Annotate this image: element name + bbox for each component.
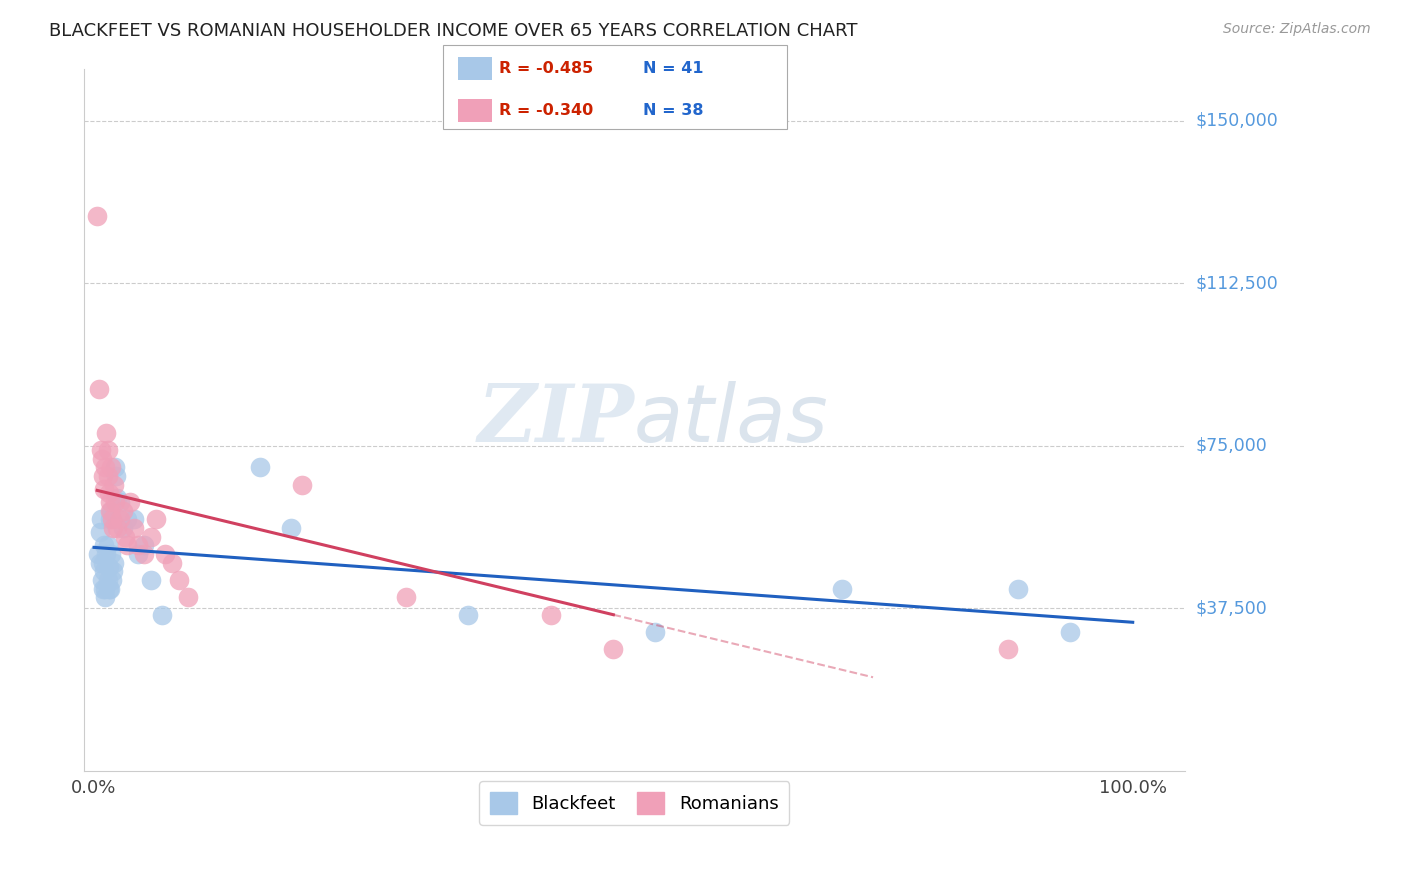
Point bbox=[104, 495, 127, 509]
Point bbox=[101, 564, 124, 578]
Point bbox=[100, 547, 122, 561]
Point bbox=[457, 607, 479, 622]
Point bbox=[97, 582, 120, 596]
Point bbox=[122, 521, 145, 535]
Point bbox=[91, 451, 114, 466]
Point bbox=[112, 521, 135, 535]
Point bbox=[117, 512, 139, 526]
Point bbox=[98, 495, 121, 509]
Point bbox=[87, 547, 110, 561]
Point bbox=[160, 556, 183, 570]
Point bbox=[89, 525, 111, 540]
Point bbox=[127, 538, 149, 552]
Point bbox=[249, 460, 271, 475]
Text: ZIP: ZIP bbox=[477, 381, 634, 458]
Point bbox=[89, 382, 111, 396]
Point bbox=[280, 521, 302, 535]
Point bbox=[96, 425, 118, 440]
Point bbox=[644, 625, 666, 640]
Point bbox=[105, 521, 128, 535]
Point bbox=[100, 512, 122, 526]
Text: atlas: atlas bbox=[634, 381, 830, 458]
Point bbox=[831, 582, 853, 596]
Point bbox=[167, 573, 190, 587]
Text: $37,500: $37,500 bbox=[1195, 599, 1268, 617]
Point bbox=[132, 547, 155, 561]
Point bbox=[90, 442, 112, 457]
Point bbox=[103, 477, 125, 491]
Point bbox=[93, 469, 115, 483]
Point bbox=[93, 564, 115, 578]
Point bbox=[1059, 625, 1081, 640]
Text: $75,000: $75,000 bbox=[1195, 436, 1268, 455]
Point bbox=[291, 477, 314, 491]
Point bbox=[96, 538, 118, 552]
Point bbox=[153, 547, 176, 561]
Point bbox=[93, 556, 115, 570]
Point bbox=[94, 582, 117, 596]
Point bbox=[114, 530, 136, 544]
Point bbox=[93, 582, 115, 596]
Point bbox=[104, 469, 127, 483]
Point bbox=[132, 538, 155, 552]
Point bbox=[98, 503, 121, 517]
Point bbox=[98, 512, 121, 526]
Point bbox=[100, 460, 122, 475]
Point bbox=[150, 607, 173, 622]
Point bbox=[93, 482, 115, 496]
Point bbox=[90, 512, 112, 526]
Point bbox=[141, 530, 163, 544]
Point bbox=[96, 469, 118, 483]
Point bbox=[100, 573, 122, 587]
Point bbox=[97, 560, 120, 574]
Text: Source: ZipAtlas.com: Source: ZipAtlas.com bbox=[1223, 22, 1371, 37]
Point bbox=[997, 642, 1019, 657]
Point bbox=[141, 573, 163, 587]
Text: $112,500: $112,500 bbox=[1195, 274, 1278, 292]
Text: R = -0.340: R = -0.340 bbox=[499, 103, 593, 119]
Point bbox=[96, 442, 118, 457]
Text: BLACKFEET VS ROMANIAN HOUSEHOLDER INCOME OVER 65 YEARS CORRELATION CHART: BLACKFEET VS ROMANIAN HOUSEHOLDER INCOME… bbox=[49, 22, 858, 40]
Point bbox=[117, 538, 139, 552]
Point bbox=[602, 642, 624, 657]
Point bbox=[112, 503, 135, 517]
Point bbox=[127, 547, 149, 561]
Point bbox=[540, 607, 562, 622]
Point bbox=[103, 556, 125, 570]
Text: N = 41: N = 41 bbox=[643, 61, 703, 76]
Point bbox=[98, 582, 121, 596]
Point bbox=[96, 547, 118, 561]
Point bbox=[100, 503, 122, 517]
Point bbox=[101, 521, 124, 535]
Legend: Blackfeet, Romanians: Blackfeet, Romanians bbox=[479, 781, 789, 825]
Point bbox=[1007, 582, 1029, 596]
Point bbox=[91, 573, 114, 587]
Point bbox=[120, 495, 142, 509]
Point bbox=[395, 591, 418, 605]
Point bbox=[94, 591, 117, 605]
Point bbox=[104, 460, 127, 475]
Point bbox=[97, 486, 120, 500]
Point bbox=[122, 512, 145, 526]
Point bbox=[145, 512, 167, 526]
Text: $150,000: $150,000 bbox=[1195, 112, 1278, 129]
Point bbox=[96, 573, 118, 587]
Text: R = -0.485: R = -0.485 bbox=[499, 61, 593, 76]
Point bbox=[86, 209, 108, 223]
Point bbox=[94, 460, 117, 475]
Point bbox=[108, 512, 131, 526]
Point bbox=[89, 556, 111, 570]
Point bbox=[93, 538, 115, 552]
Text: N = 38: N = 38 bbox=[643, 103, 703, 119]
Point bbox=[108, 495, 131, 509]
Point bbox=[105, 491, 128, 505]
Point bbox=[176, 591, 198, 605]
